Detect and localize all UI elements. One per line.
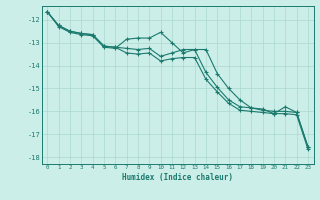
X-axis label: Humidex (Indice chaleur): Humidex (Indice chaleur) bbox=[122, 173, 233, 182]
